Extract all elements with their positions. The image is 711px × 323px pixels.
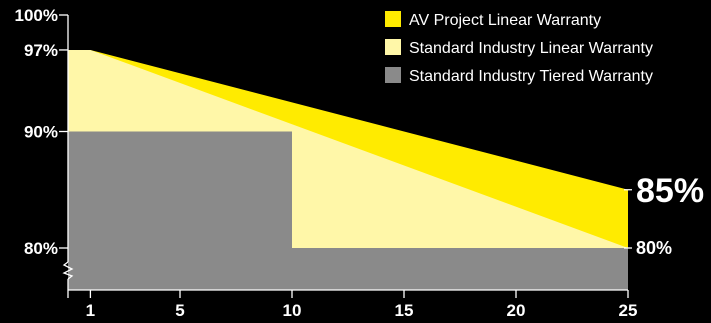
x-tick-label: 5 — [175, 301, 184, 320]
end-label: 80% — [636, 238, 672, 258]
area-standard-industry-tiered-warranty — [68, 131, 628, 290]
plot-areas — [68, 49, 628, 291]
x-axis-ticks: 1 5 10 15 20 25 — [86, 290, 638, 320]
end-label-emphasis: 85% — [636, 172, 704, 210]
y-tick-label: 90% — [24, 123, 58, 142]
x-tick-label: 15 — [395, 301, 414, 320]
y-tick-label: 100% — [15, 6, 58, 25]
x-tick-label: 1 — [86, 301, 95, 320]
legend-label-standard-industry-tiered-warranty: Standard Industry Tiered Warranty — [409, 68, 653, 85]
end-annotations: 85% 80% — [624, 172, 704, 258]
y-axis-ticks: 100% 97% 90% 80% — [15, 6, 68, 258]
y-tick-label: 97% — [24, 41, 58, 60]
x-tick-label: 25 — [619, 301, 638, 320]
legend-swatch-av-project-linear-warranty — [385, 11, 401, 27]
legend-label-standard-industry-linear-warranty: Standard Industry Linear Warranty — [409, 40, 653, 57]
legend-swatch-standard-industry-linear-warranty — [385, 39, 401, 55]
axes — [62, 15, 628, 298]
x-tick-label: 20 — [507, 301, 526, 320]
legend-swatch-standard-industry-tiered-warranty — [385, 67, 401, 83]
x-tick-label: 10 — [283, 301, 302, 320]
y-axis-break — [62, 261, 74, 280]
legend-label-av-project-linear-warranty: AV Project Linear Warranty — [409, 12, 601, 29]
y-tick-label: 80% — [24, 239, 58, 258]
legend: AV Project Linear Warranty Standard Indus… — [385, 11, 653, 85]
